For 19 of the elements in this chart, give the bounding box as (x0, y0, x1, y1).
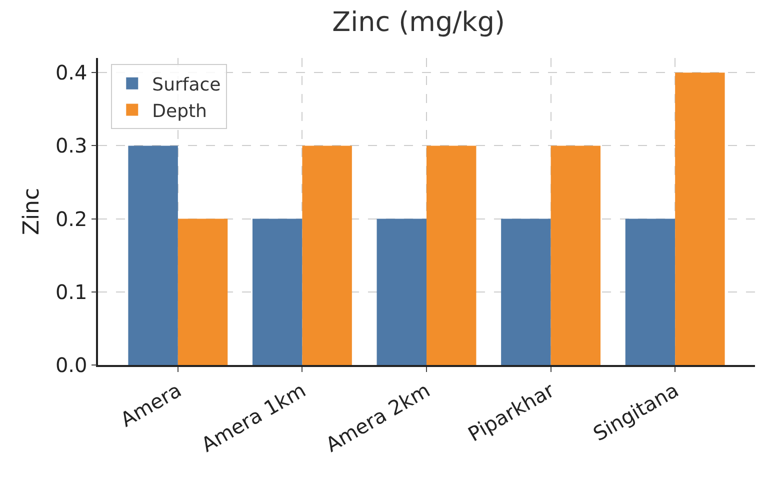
y-tick-label: 0.2 (55, 206, 88, 231)
bar (550, 146, 601, 365)
chart-title: Zinc (mg/kg) (332, 6, 506, 38)
bar (675, 72, 725, 365)
bar (501, 218, 551, 365)
y-tick-label: 0.3 (55, 134, 88, 158)
legend-label: Surface (152, 74, 221, 96)
y-tick-label: 0.1 (55, 280, 88, 304)
bar (252, 218, 302, 365)
bar (128, 146, 178, 365)
bar (178, 218, 228, 365)
bar (426, 146, 476, 365)
bar (376, 218, 426, 365)
y-axis-title: Zinc (20, 188, 45, 236)
y-tick-label: 0.0 (55, 353, 88, 377)
y-tick-label: 0.4 (55, 60, 88, 85)
legend-label: Depth (152, 100, 207, 122)
bar (302, 146, 352, 365)
bar (625, 218, 676, 365)
